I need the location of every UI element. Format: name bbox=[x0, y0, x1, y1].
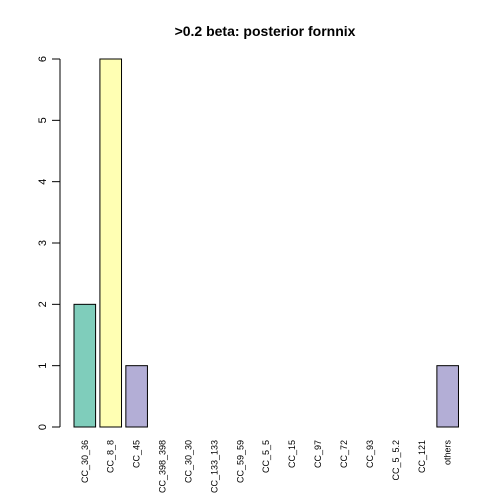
x-tick-label: CC_398_398 bbox=[158, 440, 168, 493]
x-tick-label: CC_5_5 bbox=[261, 440, 271, 473]
x-tick-label: CC_59_59 bbox=[235, 440, 245, 483]
x-tick-label: CC_30_36 bbox=[80, 440, 90, 483]
y-tick-label: 4 bbox=[37, 179, 49, 185]
x-tick-label: CC_121 bbox=[417, 440, 427, 473]
bar-cc-45 bbox=[125, 365, 148, 428]
y-tick-label: 3 bbox=[37, 240, 49, 246]
x-tick-label: CC_5_5.2 bbox=[391, 440, 401, 481]
x-tick-label: CC_97 bbox=[313, 440, 323, 468]
y-tick-label: 6 bbox=[37, 56, 49, 62]
x-tick-label: others bbox=[443, 440, 453, 466]
x-tick-label: CC_72 bbox=[339, 440, 349, 468]
x-tick-label: CC_93 bbox=[365, 440, 375, 468]
y-tick-label: 1 bbox=[37, 363, 49, 369]
bar-cc-30-36 bbox=[73, 303, 97, 428]
x-axis-labels: CC_30_36 CC_8_8 CC_45 CC_398_398 CC_30_30 CC_… bbox=[80, 440, 453, 494]
bars-group bbox=[73, 58, 459, 428]
bar-cc-8-8 bbox=[99, 58, 123, 428]
y-tick-label: 0 bbox=[37, 424, 49, 430]
y-tick-label: 2 bbox=[37, 301, 49, 307]
bar-others bbox=[436, 365, 459, 428]
x-tick-label: CC_133_133 bbox=[209, 440, 219, 493]
x-tick-label: CC_45 bbox=[132, 440, 142, 468]
x-tick-label: CC_15 bbox=[287, 440, 297, 468]
x-tick-label: CC_8_8 bbox=[106, 440, 116, 473]
x-tick-label: CC_30_30 bbox=[183, 440, 193, 483]
chart-title: >0.2 beta: posterior fornnix bbox=[175, 23, 356, 39]
y-tick-label: 5 bbox=[37, 117, 49, 123]
y-axis: 0 1 2 3 4 5 6 bbox=[37, 56, 60, 430]
